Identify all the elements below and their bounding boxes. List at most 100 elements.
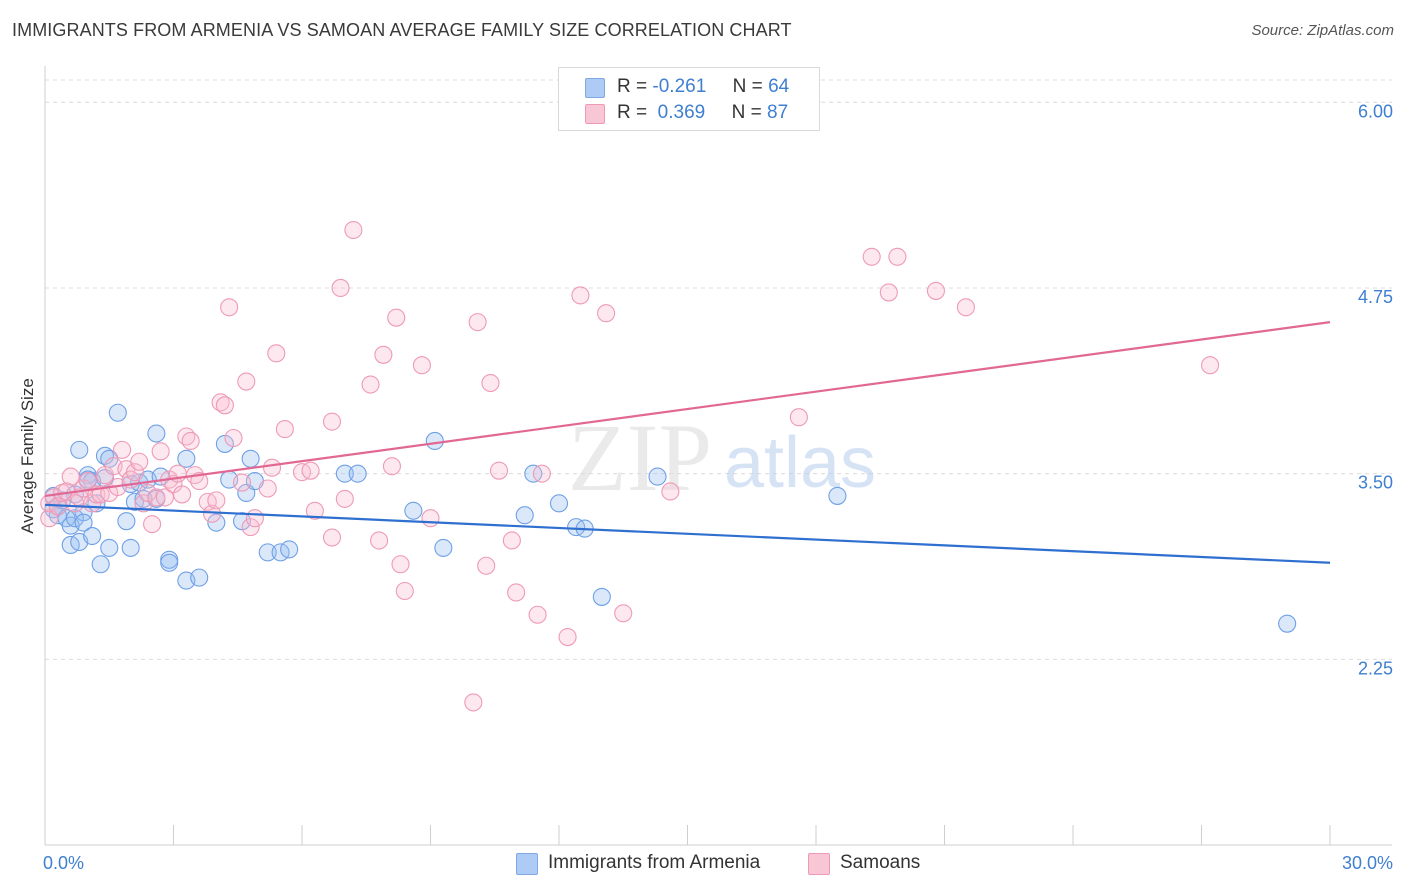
armenia-point (190, 568, 209, 587)
armenia-point (108, 403, 127, 422)
armenia-point (100, 538, 119, 557)
samoan-point (267, 344, 286, 363)
legend-r-value: 0.369 (657, 102, 706, 123)
samoan-point (382, 457, 402, 476)
samoan-point (262, 458, 282, 477)
samoan-point (374, 345, 393, 364)
samoan-point (421, 509, 440, 528)
samoan-point (361, 375, 380, 394)
samoan-point (155, 488, 174, 507)
armenia-point (280, 540, 299, 559)
legend-n-value: 87 (767, 102, 789, 123)
axes (44, 66, 1392, 846)
armenia-point (425, 431, 444, 451)
samoan-point (862, 247, 881, 266)
samoan-point (661, 482, 680, 501)
armenia-point (121, 538, 140, 557)
samoan-point (181, 431, 200, 451)
stats-legend: R = -0.261 N = 64 R = 0.369 N = 87 (558, 67, 820, 131)
legend-text-samoans: R = 0.369 N = 87 (617, 102, 788, 124)
armenia-point (592, 587, 611, 606)
samoan-point (232, 473, 252, 492)
samoan-point (571, 286, 590, 305)
armenia-point (91, 555, 110, 574)
samoan-point (113, 440, 132, 459)
samoan-point (614, 604, 633, 623)
samoan-point (245, 509, 264, 528)
samoan-point (138, 483, 157, 503)
samoan-point (597, 304, 616, 323)
samoan-point (190, 472, 209, 491)
chart-title: IMMIGRANTS FROM ARMENIA VS SAMOAN AVERAG… (12, 20, 792, 40)
samoan-point (507, 583, 526, 602)
samoan-point (335, 489, 354, 508)
samoan-point (489, 461, 509, 480)
legend-swatch-samoans (585, 104, 605, 124)
armenia-point (549, 494, 569, 513)
samoan-point (224, 428, 243, 448)
samoan-point (532, 464, 551, 483)
samoan-point (528, 605, 547, 624)
watermark-atlas: atlas (724, 423, 876, 503)
samoan-point (305, 501, 324, 520)
samoan-point (258, 479, 277, 498)
watermark-zip: ZIP (568, 404, 712, 511)
samoan-point (215, 396, 234, 415)
data-points (40, 220, 1297, 712)
armenia-trend-line (44, 503, 1331, 564)
samoan-point (391, 555, 410, 574)
grid-lines (45, 79, 1392, 660)
legend-swatch-samoans (808, 853, 830, 875)
armenia-point (258, 543, 277, 562)
chart-source: Source: ZipAtlas.com (1251, 22, 1394, 39)
samoan-point (331, 278, 350, 298)
samoan-point (956, 298, 975, 317)
x-tick-label: 30.0% (1342, 853, 1393, 873)
armenia-point (207, 513, 226, 532)
armenia-point (83, 526, 102, 546)
legend-label-armenia: Immigrants from Armenia (548, 852, 761, 873)
x-tick-label: 0.0% (43, 853, 84, 873)
samoan-point (502, 531, 521, 550)
samoan-point (879, 283, 898, 302)
samoan-point (370, 531, 389, 550)
samoan-point (173, 485, 192, 504)
samoan-point (207, 491, 226, 510)
series-legend: Immigrants from Armenia Samoans (0, 852, 1406, 878)
armenia-point (70, 440, 89, 459)
y-tick-label: 4.75 (1358, 287, 1393, 307)
y-tick-label: 2.25 (1358, 658, 1393, 678)
armenia-point (335, 464, 354, 483)
samoan-point (468, 313, 487, 332)
legend-r-label: R = (617, 76, 648, 97)
armenia-point (1278, 614, 1297, 633)
armenia-point (648, 467, 667, 486)
legend-n-label: N = (732, 76, 763, 97)
armenia-point (74, 513, 93, 532)
samoan-point (322, 528, 342, 547)
legend-r-label: R = (617, 102, 648, 123)
legend-label-samoans: Samoans (840, 852, 921, 873)
y-tick-label: 6.00 (1358, 101, 1393, 121)
armenia-point (434, 538, 453, 557)
samoan-point (558, 627, 577, 647)
trend-lines (44, 321, 1331, 564)
legend-r-value: -0.261 (652, 76, 707, 97)
samoan-point (344, 220, 363, 240)
samoan-point (481, 373, 500, 393)
samoan-point (322, 412, 342, 431)
samoan-point (464, 693, 483, 712)
legend-swatch-armenia (585, 78, 605, 98)
samoan-point (888, 247, 907, 266)
samoan-point (143, 515, 162, 534)
armenia-point (147, 424, 166, 443)
samoan-point (1201, 356, 1220, 375)
armenia-point (515, 506, 534, 525)
tick-labels: 2.25 3.50 4.75 6.00 0.0% 30.0% (43, 101, 1393, 873)
armenia-point (241, 449, 260, 468)
legend-n-value: 64 (768, 76, 790, 97)
samoan-point (237, 372, 256, 391)
samoan-point (220, 298, 239, 317)
samoan-point (125, 463, 144, 482)
